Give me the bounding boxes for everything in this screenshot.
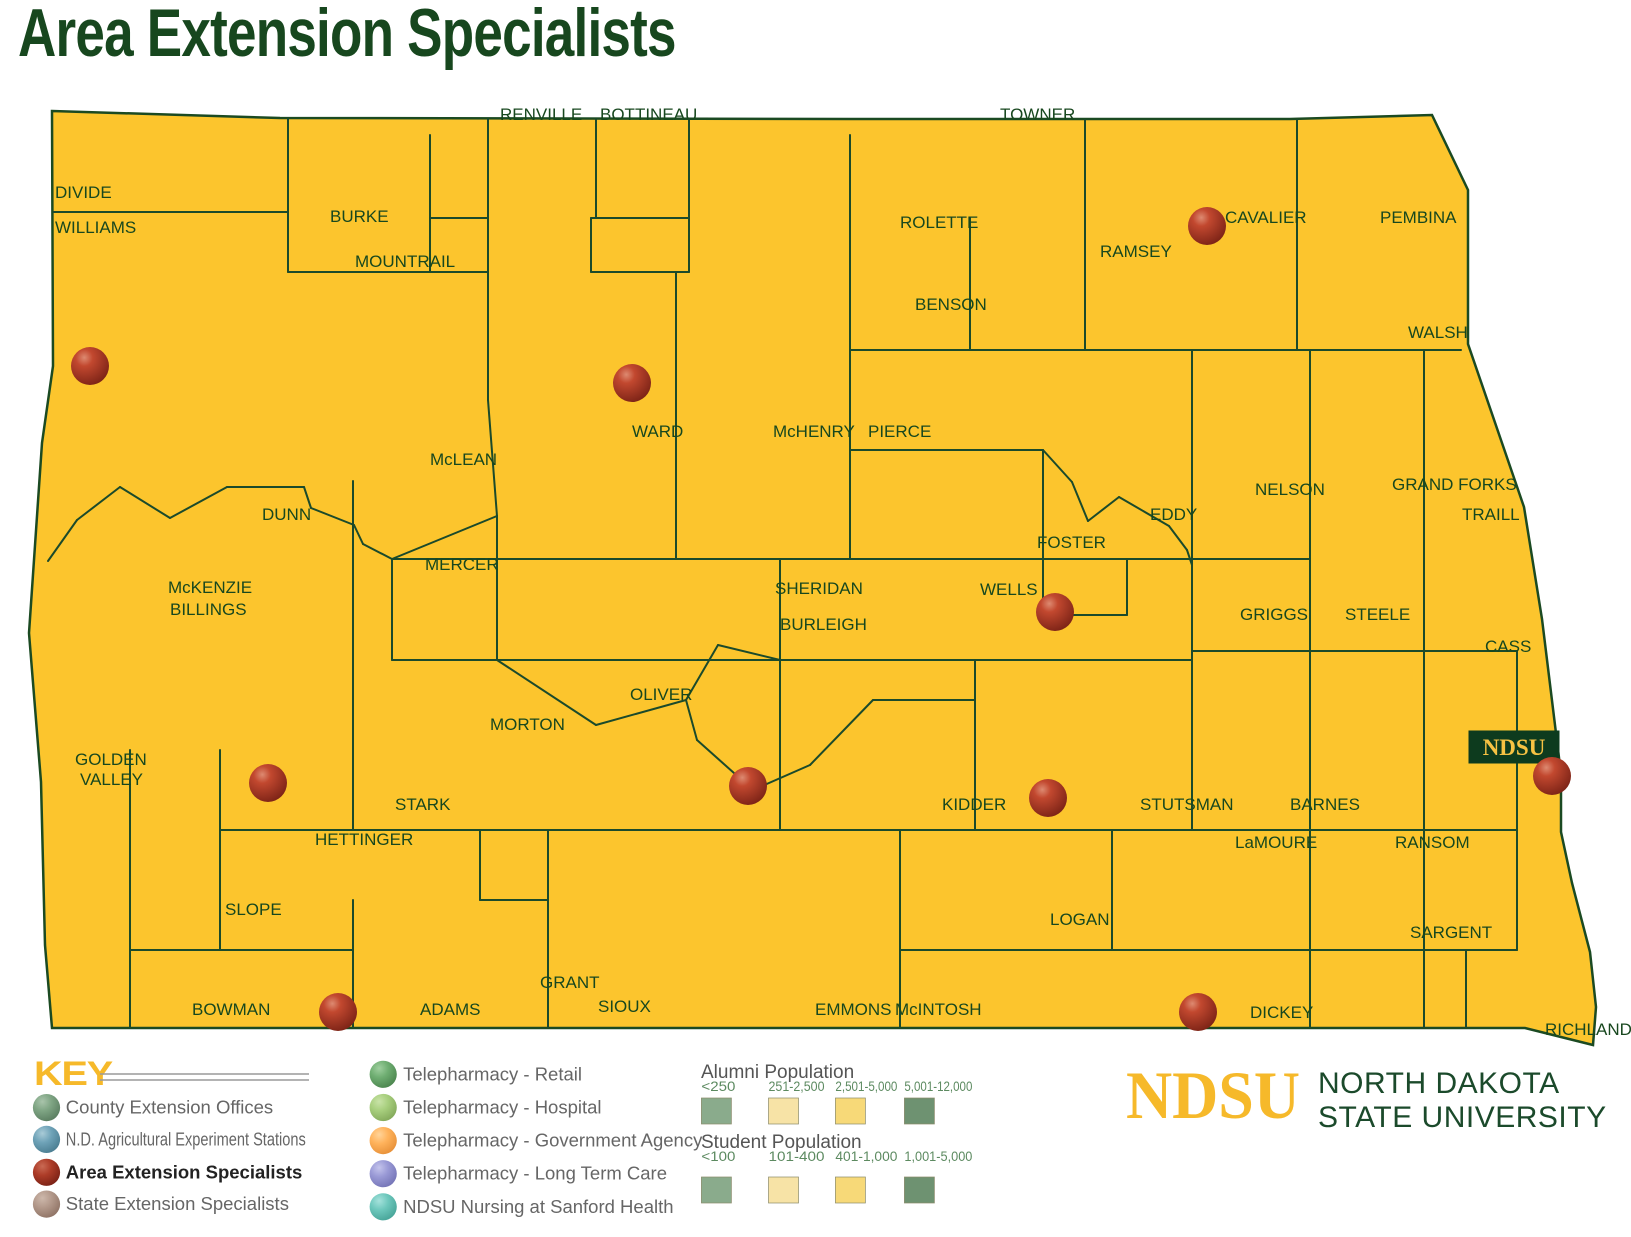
svg-text:5,001-12,000: 5,001-12,000 — [904, 1078, 972, 1094]
svg-text:DICKEY: DICKEY — [1250, 1003, 1313, 1022]
svg-text:GOLDEN: GOLDEN — [75, 750, 147, 769]
svg-text:KIDDER: KIDDER — [942, 795, 1006, 814]
svg-text:1,001-5,000: 1,001-5,000 — [904, 1148, 972, 1164]
svg-text:LOGAN: LOGAN — [1050, 910, 1110, 929]
svg-text:CASS: CASS — [1485, 637, 1531, 656]
svg-text:GRANT: GRANT — [540, 973, 600, 992]
svg-text:101-400: 101-400 — [769, 1148, 825, 1164]
svg-text:Area Extension Specialists: Area Extension Specialists — [66, 1161, 302, 1182]
svg-text:BURLEIGH: BURLEIGH — [780, 615, 867, 634]
svg-text:Telepharmacy - Government Agen: Telepharmacy - Government Agency — [403, 1130, 703, 1151]
svg-text:WILLIAMS: WILLIAMS — [55, 218, 136, 237]
svg-text:State Extension Specialists: State Extension Specialists — [66, 1193, 289, 1214]
svg-text:ADAMS: ADAMS — [420, 1000, 480, 1019]
svg-text:OLIVER: OLIVER — [630, 685, 692, 704]
svg-text:BILLINGS: BILLINGS — [170, 600, 247, 619]
svg-text:STUTSMAN: STUTSMAN — [1140, 795, 1234, 814]
svg-text:HETTINGER: HETTINGER — [315, 830, 413, 849]
svg-text:Telepharmacy - Hospital: Telepharmacy - Hospital — [403, 1097, 601, 1118]
svg-text:NORTH DAKOTA: NORTH DAKOTA — [1318, 1067, 1560, 1100]
svg-text:251-2,500: 251-2,500 — [769, 1078, 825, 1094]
svg-text:RANSOM: RANSOM — [1395, 833, 1470, 852]
svg-text:BURKE: BURKE — [330, 207, 389, 226]
svg-text:Telepharmacy - Retail: Telepharmacy - Retail — [403, 1063, 582, 1084]
svg-text:SHERIDAN: SHERIDAN — [775, 579, 863, 598]
svg-text:NDSU: NDSU — [1126, 1057, 1300, 1133]
svg-text:2,501-5,000: 2,501-5,000 — [835, 1078, 897, 1094]
svg-text:NELSON: NELSON — [1255, 480, 1325, 499]
svg-text:N.D. Agricultural Experiment S: N.D. Agricultural Experiment Stations — [66, 1128, 306, 1149]
svg-text:WARD: WARD — [632, 422, 683, 441]
svg-text:401-1,000: 401-1,000 — [835, 1148, 897, 1164]
svg-text:EMMONS: EMMONS — [815, 1000, 892, 1019]
svg-text:PIERCE: PIERCE — [868, 422, 931, 441]
svg-text:<100: <100 — [701, 1148, 735, 1164]
svg-text:STARK: STARK — [395, 795, 451, 814]
svg-text:GRAND FORKS: GRAND FORKS — [1392, 475, 1517, 494]
svg-text:WELLS: WELLS — [980, 580, 1038, 599]
svg-text:GRIGGS: GRIGGS — [1240, 605, 1308, 624]
svg-text:CAVALIER: CAVALIER — [1225, 208, 1307, 227]
svg-text:NDSU Nursing at Sanford Health: NDSU Nursing at Sanford Health — [403, 1196, 673, 1217]
svg-text:TOWNER: TOWNER — [1000, 105, 1075, 124]
svg-text:DUNN: DUNN — [262, 505, 311, 524]
svg-text:County Extension Offices: County Extension Offices — [66, 1097, 273, 1118]
svg-text:MORTON: MORTON — [490, 715, 565, 734]
svg-text:BENSON: BENSON — [915, 295, 987, 314]
svg-text:STEELE: STEELE — [1345, 605, 1410, 624]
svg-text:BOWMAN: BOWMAN — [192, 1000, 270, 1019]
svg-text:McINTOSH: McINTOSH — [895, 1000, 982, 1019]
svg-text:VALLEY: VALLEY — [80, 770, 143, 789]
svg-text:BOTTINEAU: BOTTINEAU — [600, 105, 697, 124]
svg-text:SLOPE: SLOPE — [225, 900, 282, 919]
svg-text:Telepharmacy - Long Term Care: Telepharmacy - Long Term Care — [403, 1163, 667, 1184]
svg-text:RENVILLE: RENVILLE — [500, 105, 582, 124]
svg-text:MOUNTRAIL: MOUNTRAIL — [355, 252, 455, 271]
svg-text:NDSU: NDSU — [1483, 735, 1546, 760]
svg-text:RAMSEY: RAMSEY — [1100, 242, 1172, 261]
svg-text:WALSH: WALSH — [1408, 323, 1468, 342]
svg-text:DIVIDE: DIVIDE — [55, 183, 112, 202]
svg-text:TRAILL: TRAILL — [1462, 505, 1520, 524]
svg-text:BARNES: BARNES — [1290, 795, 1360, 814]
svg-text:SARGENT: SARGENT — [1410, 923, 1492, 942]
svg-text:SIOUX: SIOUX — [598, 997, 651, 1016]
svg-text:LaMOURE: LaMOURE — [1235, 833, 1317, 852]
svg-text:ROLETTE: ROLETTE — [900, 213, 978, 232]
svg-text:<250: <250 — [701, 1078, 735, 1094]
svg-text:STATE UNIVERSITY: STATE UNIVERSITY — [1318, 1101, 1607, 1134]
svg-text:FOSTER: FOSTER — [1037, 533, 1106, 552]
svg-text:EDDY: EDDY — [1150, 505, 1197, 524]
svg-text:MERCER: MERCER — [425, 555, 499, 574]
svg-text:RICHLAND: RICHLAND — [1545, 1020, 1631, 1039]
svg-text:PEMBINA: PEMBINA — [1380, 208, 1457, 227]
svg-text:McHENRY: McHENRY — [773, 422, 855, 441]
svg-text:McKENZIE: McKENZIE — [168, 578, 252, 597]
svg-text:McLEAN: McLEAN — [430, 450, 497, 469]
